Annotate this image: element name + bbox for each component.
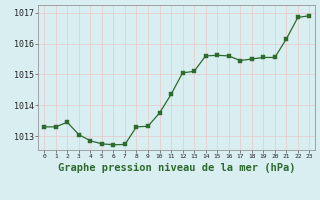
X-axis label: Graphe pression niveau de la mer (hPa): Graphe pression niveau de la mer (hPa) [58,163,296,173]
